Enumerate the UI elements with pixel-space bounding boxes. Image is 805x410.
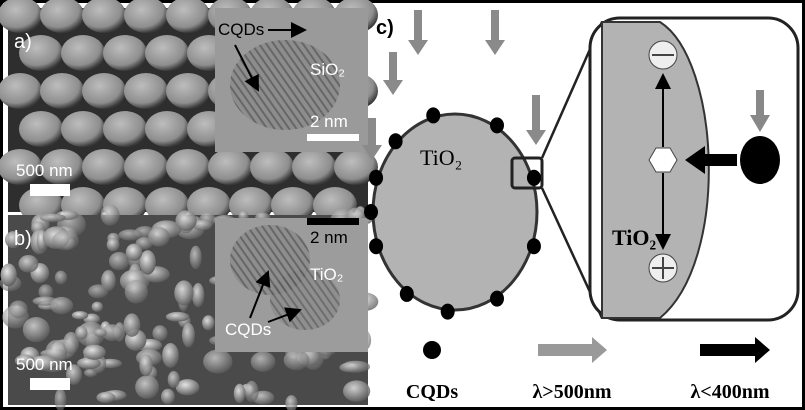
grain <box>125 280 148 304</box>
grain <box>9 300 28 318</box>
grain <box>107 238 120 251</box>
grain <box>135 375 159 399</box>
grain <box>23 317 50 342</box>
grain <box>92 302 103 312</box>
grain <box>126 244 143 261</box>
grain <box>123 313 140 337</box>
grain <box>234 384 246 403</box>
sphere <box>166 73 210 109</box>
grain <box>50 297 73 314</box>
grain <box>101 270 116 291</box>
sphere <box>145 35 189 71</box>
legend-label: λ>500nm <box>532 381 611 403</box>
cqd-dot <box>389 133 403 149</box>
grain <box>175 210 196 231</box>
cqd-dot <box>369 170 383 186</box>
sphere <box>61 111 105 147</box>
sphere <box>292 149 336 185</box>
sphere <box>166 149 210 185</box>
sphere <box>250 149 294 185</box>
grain <box>341 361 370 373</box>
grain <box>18 255 38 273</box>
grain <box>119 229 143 240</box>
sphere <box>124 73 168 109</box>
grain <box>55 271 67 285</box>
grain <box>148 227 170 247</box>
grain <box>94 328 107 336</box>
sphere <box>145 111 189 147</box>
cqd-dot <box>426 107 440 123</box>
sphere <box>82 73 126 109</box>
figure: a) CQDs SiO₂ 2 nm 500 nm b) 2 nm TiO₂ CQ… <box>0 0 805 410</box>
inset-label: SiO₂ <box>310 60 345 79</box>
panel-label: a) <box>14 31 32 53</box>
material-label: TiO₂ <box>420 145 462 170</box>
cqd-dot <box>490 117 504 133</box>
grain <box>162 343 179 368</box>
grain <box>182 323 195 347</box>
grain <box>168 371 180 388</box>
cqd-dot <box>400 286 414 302</box>
cqd-dot <box>490 291 504 307</box>
sphere <box>0 73 42 109</box>
sphere <box>208 149 252 185</box>
scale-label: 2 nm <box>310 228 348 247</box>
grain <box>101 204 120 225</box>
legend-label: λ<400nm <box>690 381 769 403</box>
scale-label: 500 nm <box>16 355 73 374</box>
material-label: TiO₂ <box>612 225 657 250</box>
grain <box>53 230 79 250</box>
sphere <box>61 35 105 71</box>
grain <box>245 381 259 403</box>
grain <box>343 380 370 401</box>
grain <box>152 325 167 341</box>
grain <box>284 350 310 370</box>
panel-label: b) <box>14 228 32 250</box>
grain <box>139 354 152 376</box>
grain <box>75 326 87 340</box>
grain <box>1 264 17 287</box>
sphere <box>19 111 63 147</box>
grain <box>166 312 190 322</box>
sphere <box>82 149 126 185</box>
grain <box>192 283 204 307</box>
grain <box>190 246 202 270</box>
grain <box>202 315 214 330</box>
scale-label: 500 nm <box>16 161 73 180</box>
legend-label: CQDs <box>406 381 458 403</box>
cqd-dot <box>441 304 455 320</box>
grain <box>203 349 232 373</box>
grain <box>161 389 175 405</box>
cqd-dot <box>527 170 541 186</box>
cqd-dot <box>364 204 378 220</box>
panel-label: c) <box>376 17 394 39</box>
grain <box>174 280 193 305</box>
sphere <box>40 73 84 109</box>
grain <box>96 392 115 403</box>
inset-label: TiO₂ <box>310 265 343 284</box>
sphere <box>103 111 147 147</box>
scale-label: 2 nm <box>310 112 348 131</box>
sphere <box>124 149 168 185</box>
inset-label: CQDs <box>218 20 264 39</box>
grain <box>40 214 66 222</box>
inset-label: CQDs <box>225 320 271 339</box>
grain <box>83 345 106 360</box>
cqd-dot <box>527 238 541 254</box>
sphere <box>103 35 147 71</box>
grain <box>251 351 276 371</box>
cqd-dot <box>369 238 383 254</box>
grain <box>72 311 88 319</box>
